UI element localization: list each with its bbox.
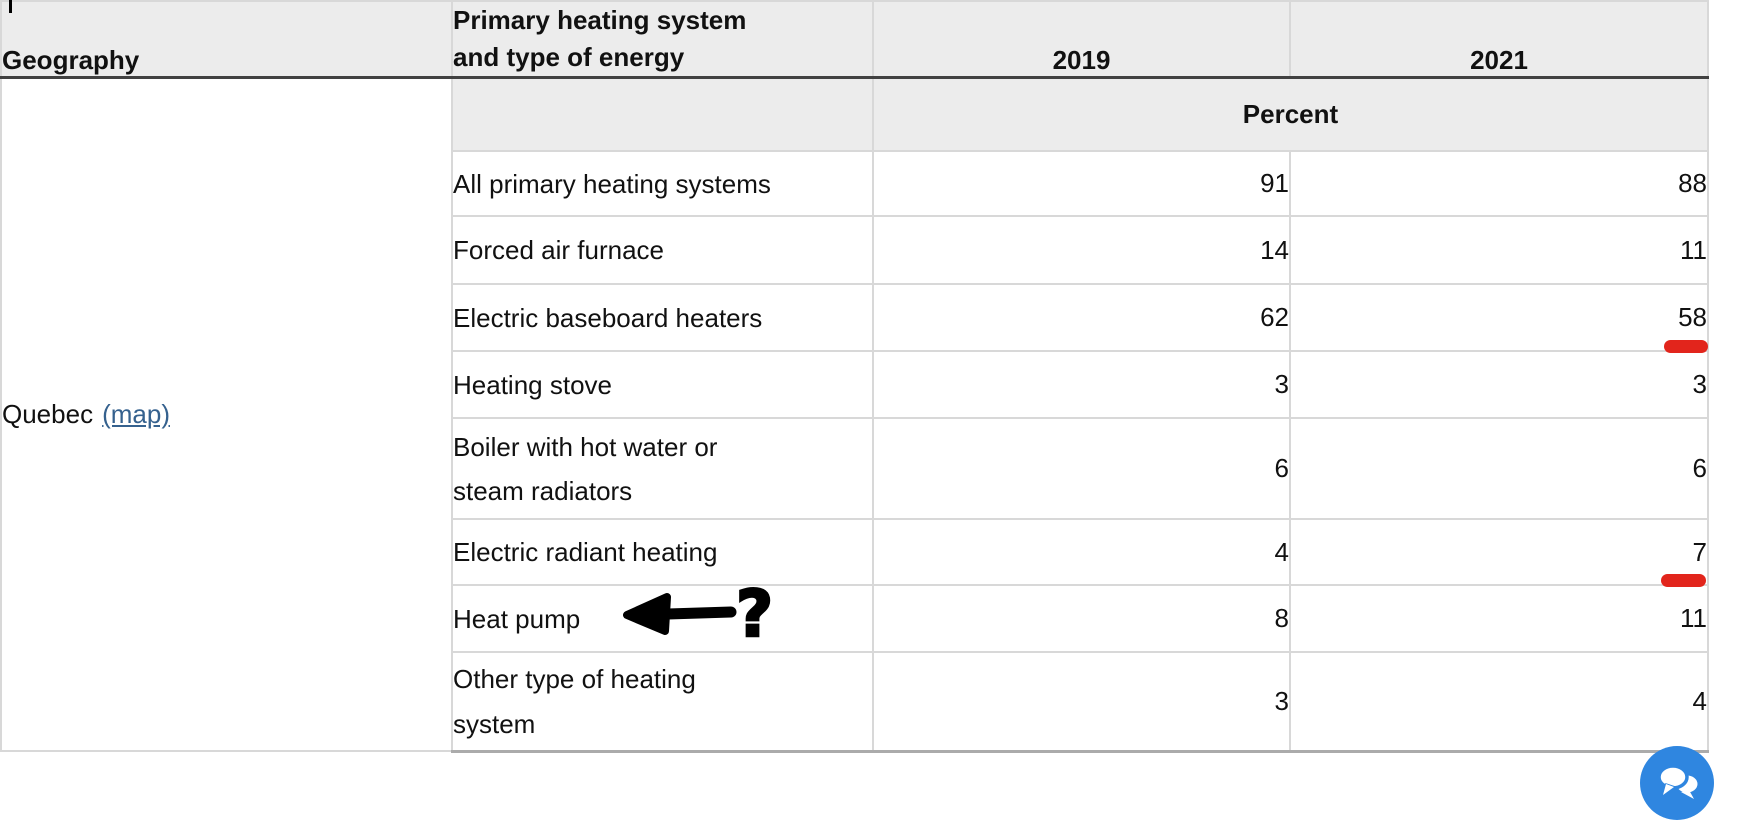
value-2019: 14 [872,215,1291,286]
table-row: Electric baseboard heaters 62 58 [1,283,1709,353]
value-2019: 4 [872,518,1291,587]
value-2021: 3 [1289,350,1709,420]
table-row: Electric radiant heating 4 7 [1,518,1709,587]
subheader-empty-cell [451,76,874,153]
table-row: All primary heating systems 91 88 [1,150,1709,218]
col-header-system: Primary heating system and type of energ… [451,0,874,79]
row-label: Electric radiant heating [451,518,874,587]
row-label: Boiler with hot water or steam radiators [451,417,874,521]
value-2021: 11 [1289,215,1709,286]
value-2021: 11 [1289,584,1709,654]
col-header-2019: 2019 [872,0,1291,79]
row-label: All primary heating systems [451,150,874,218]
value-2019: 8 [872,584,1291,654]
value-2021: 4 [1289,651,1709,753]
col-header-2021: 2021 [1289,0,1709,79]
map-link[interactable]: (map) [102,399,170,430]
header-row: Geography Primary heating system and typ… [0,0,1709,79]
geography-name: Quebec [2,399,94,430]
table-row: Heating stove 3 3 [1,350,1709,420]
value-2019: 6 [872,417,1291,521]
value-2019: 3 [872,651,1291,753]
row-label-heat-pump: Heat pump [451,584,874,654]
value-2019: 62 [872,283,1291,353]
row-label: Electric baseboard heaters [451,283,874,353]
value-2021-underlined: 7 [1289,518,1709,587]
col-header-geography: Geography [0,0,453,79]
row-label: Heating stove [451,350,874,420]
value-2019: 3 [872,350,1291,420]
geography-cell: Quebec (map) [0,76,453,753]
value-2021: 6 [1289,417,1709,521]
unit-header: Percent [872,76,1709,153]
value-2021-underlined: 58 [1289,283,1709,353]
table-row: Forced air furnace 14 11 [1,215,1709,286]
heating-systems-table: Geography Primary heating system and typ… [0,0,1709,753]
chat-bubbles-icon [1657,764,1698,799]
row-label: Forced air furnace [451,215,874,286]
unit-row: Quebec (map) Percent [0,76,1709,753]
value-2019: 91 [872,150,1291,218]
chat-button[interactable] [1640,746,1714,820]
row-label: Other type of heating system [451,651,874,753]
value-2021: 88 [1289,150,1709,218]
table-row: Other type of heating system 3 4 [1,651,1709,753]
table-row: Boiler with hot water or steam radiators… [1,417,1709,521]
